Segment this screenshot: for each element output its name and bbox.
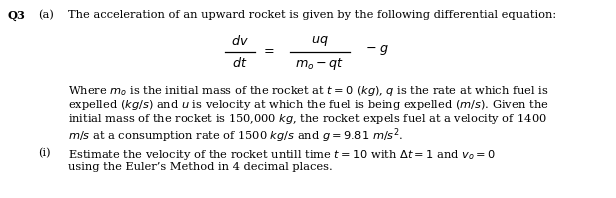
Text: (i): (i)	[38, 148, 51, 158]
Text: The acceleration of an upward rocket is given by the following differential equa: The acceleration of an upward rocket is …	[68, 10, 556, 20]
Text: expelled $(kg/s)$ and $u$ is velocity at which the fuel is being expelled $(m/s): expelled $(kg/s)$ and $u$ is velocity at…	[68, 98, 549, 112]
Text: $m/s$ at a consumption rate of 1500 $kg/s$ and $g = 9.81$ $m/s^2$.: $m/s$ at a consumption rate of 1500 $kg/…	[68, 126, 403, 145]
Text: $=$: $=$	[261, 44, 275, 56]
Text: $dv$: $dv$	[231, 34, 249, 48]
Text: using the Euler’s Method in 4 decimal places.: using the Euler’s Method in 4 decimal pl…	[68, 162, 333, 172]
Text: Estimate the velocity of the rocket untill time $t = 10$ with $\Delta t = 1$ and: Estimate the velocity of the rocket unti…	[68, 148, 496, 162]
Text: Where $m_o$ is the initial mass of the rocket at $t = 0$ $(kg)$, $q$ is the rate: Where $m_o$ is the initial mass of the r…	[68, 84, 549, 98]
Text: initial mass of the rocket is 150,000 $kg$, the rocket expels fuel at a velocity: initial mass of the rocket is 150,000 $k…	[68, 112, 547, 126]
Text: $m_o - qt$: $m_o - qt$	[295, 56, 345, 72]
Text: $uq$: $uq$	[311, 34, 329, 48]
Text: Q3: Q3	[8, 10, 26, 21]
Text: $-\ g$: $-\ g$	[365, 43, 389, 57]
Text: (a): (a)	[38, 10, 54, 20]
Text: $dt$: $dt$	[232, 56, 248, 70]
